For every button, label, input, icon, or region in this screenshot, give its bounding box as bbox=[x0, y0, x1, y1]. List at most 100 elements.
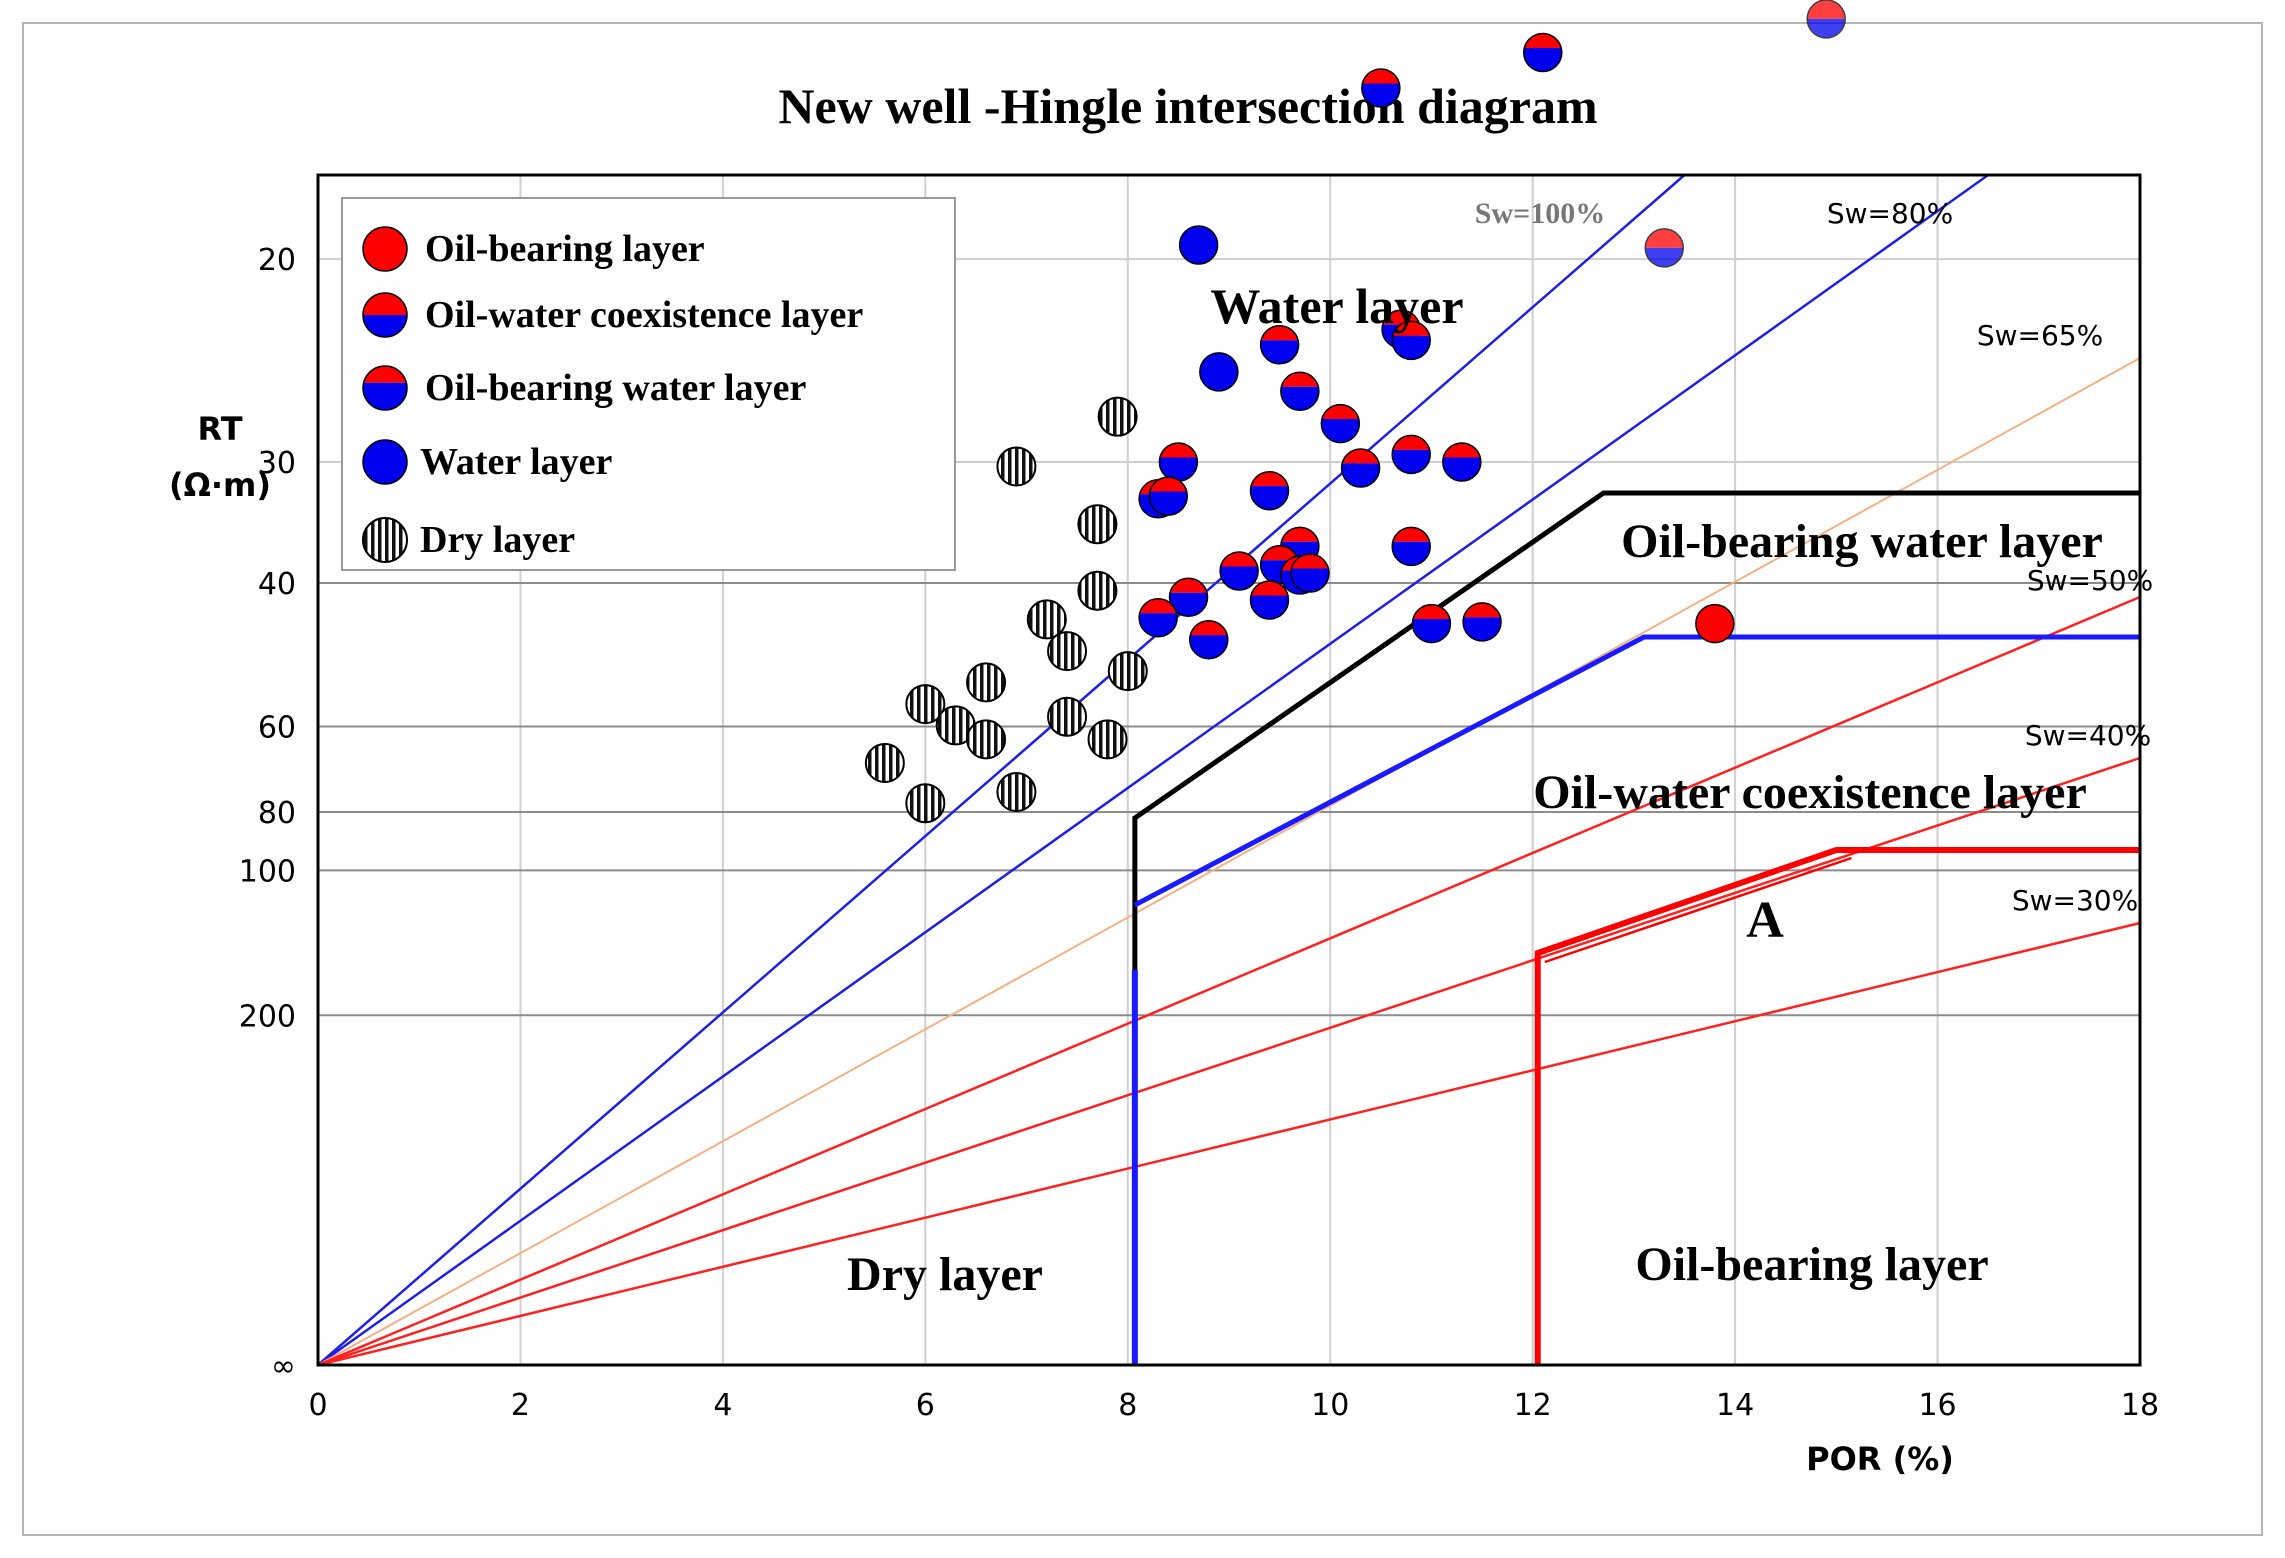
region-label-oil-bearing-water: Oil-bearing water layer bbox=[1621, 515, 2103, 568]
marker-outline bbox=[1340, 448, 1381, 488]
marker-outline bbox=[1411, 603, 1452, 644]
marker-top-half bbox=[1261, 325, 1299, 341]
marker-outline bbox=[1391, 320, 1431, 361]
marker-top-half bbox=[1392, 321, 1430, 336]
sw-label-40: Sw=40% bbox=[2025, 719, 2151, 752]
data-point bbox=[1047, 631, 1088, 672]
legend-marker-dry bbox=[362, 517, 408, 563]
marker-top-half bbox=[1524, 33, 1562, 48]
marker-outline bbox=[1280, 371, 1320, 412]
data-point bbox=[966, 719, 1007, 760]
marker-top-half bbox=[1149, 477, 1187, 492]
marker-outline bbox=[1249, 580, 1290, 620]
marker-body bbox=[1026, 599, 1067, 640]
region-label-dry: Dry layer bbox=[847, 1248, 1043, 1301]
data-point bbox=[905, 783, 946, 824]
data-point bbox=[1047, 696, 1088, 737]
sw-label-30: Sw=30% bbox=[2012, 884, 2138, 917]
data-point bbox=[1158, 442, 1199, 482]
marker-bottom-half bbox=[1321, 419, 1360, 443]
data-point bbox=[1249, 470, 1290, 511]
marker-body bbox=[1178, 225, 1219, 265]
data-point bbox=[1148, 476, 1189, 516]
sw-line-40 bbox=[317, 756, 2141, 1367]
sw-line-80 bbox=[317, 173, 1989, 1367]
y-tick-label: 40 bbox=[258, 567, 296, 602]
legend-label-oil: Oil-bearing layer bbox=[425, 228, 705, 270]
marker-bottom-half bbox=[1260, 340, 1299, 364]
region-boundaries bbox=[1131, 490, 2140, 1365]
y-axis-label-rt: RT bbox=[197, 410, 242, 448]
region-label-water: Water layer bbox=[1210, 278, 1463, 334]
marker-top-half bbox=[1392, 527, 1430, 542]
marker-body bbox=[362, 517, 408, 563]
data-point bbox=[996, 446, 1037, 487]
marker-bottom-half bbox=[1290, 568, 1329, 593]
marker-body bbox=[905, 684, 946, 725]
marker-bottom-half bbox=[1463, 617, 1502, 641]
marker-outline bbox=[1644, 228, 1685, 268]
data-points bbox=[864, 0, 1846, 824]
legend-label-water: Water layer bbox=[420, 441, 613, 483]
marker-top-half bbox=[1190, 620, 1228, 636]
data-point bbox=[1290, 553, 1330, 593]
marker-outline bbox=[1361, 68, 1401, 108]
marker-body bbox=[1199, 352, 1239, 392]
data-point bbox=[1219, 551, 1259, 591]
marker-bottom-half bbox=[1250, 595, 1289, 620]
marker-body bbox=[996, 771, 1037, 812]
data-point bbox=[1695, 603, 1735, 644]
marker-bottom-half bbox=[1220, 566, 1259, 590]
data-point bbox=[1199, 352, 1239, 392]
marker-bottom-half bbox=[1412, 619, 1451, 643]
marker-outline bbox=[362, 292, 408, 338]
marker-top-half bbox=[1281, 527, 1319, 542]
oil-boundary-inner-line bbox=[1544, 856, 1852, 964]
marker-top-half bbox=[1281, 372, 1319, 387]
data-point bbox=[1391, 434, 1431, 475]
marker-top-half bbox=[1291, 554, 1329, 569]
x-tick-label: 16 bbox=[1918, 1388, 1956, 1423]
legend-label-oilwater: Oil-water coexistence layer bbox=[425, 294, 863, 336]
data-point bbox=[1361, 68, 1401, 108]
x-axis-ticks: 0 2 4 6 8 10 12 14 16 18 bbox=[308, 1388, 2159, 1423]
legend-marker-oilwater bbox=[362, 292, 408, 338]
marker-top-half bbox=[1392, 435, 1430, 450]
data-point bbox=[966, 662, 1007, 703]
marker-top-half bbox=[1159, 443, 1197, 458]
marker-outline bbox=[1138, 597, 1178, 638]
marker-top-half bbox=[1412, 604, 1450, 620]
marker-body bbox=[966, 719, 1007, 760]
marker-bottom-half bbox=[1139, 613, 1178, 637]
legend-label-dry: Dry layer bbox=[420, 519, 575, 561]
data-point bbox=[1077, 504, 1118, 545]
sw-label-50: Sw=50% bbox=[2027, 564, 2153, 597]
sw-label-80: Sw=80% bbox=[1827, 197, 1953, 230]
marker-bottom-half bbox=[1159, 457, 1198, 482]
marker-outline bbox=[1168, 577, 1209, 618]
marker-body bbox=[1077, 504, 1118, 545]
marker-top-half bbox=[1261, 545, 1299, 561]
data-point bbox=[1280, 371, 1320, 412]
marker-outline bbox=[1259, 325, 1300, 365]
data-point bbox=[864, 743, 905, 784]
y-axis-ticks: 20 30 40 60 80 100 200 ∞ bbox=[239, 243, 296, 1384]
x-tick-label: 8 bbox=[1118, 1388, 1137, 1423]
x-tick-label: 4 bbox=[713, 1388, 732, 1423]
legend-marker-oil bbox=[362, 226, 408, 272]
y-tick-label: ∞ bbox=[271, 1349, 296, 1384]
marker-top-half bbox=[1807, 0, 1846, 19]
marker-body bbox=[864, 743, 905, 784]
oil-water-boundary-line bbox=[1133, 634, 2140, 908]
data-point bbox=[1077, 570, 1118, 611]
data-point bbox=[1523, 32, 1563, 73]
marker-top-half bbox=[1321, 404, 1359, 420]
data-point bbox=[1462, 602, 1502, 642]
legend: Oil-bearing layer Oil-water coexistence l… bbox=[341, 197, 956, 571]
marker-bottom-half bbox=[1392, 449, 1431, 474]
data-point bbox=[1391, 526, 1431, 567]
legend-label-oilbearingwater: Oil-bearing water layer bbox=[425, 367, 806, 409]
marker-outline bbox=[1320, 403, 1361, 444]
data-point bbox=[905, 684, 946, 725]
marker-outline bbox=[1189, 619, 1229, 660]
